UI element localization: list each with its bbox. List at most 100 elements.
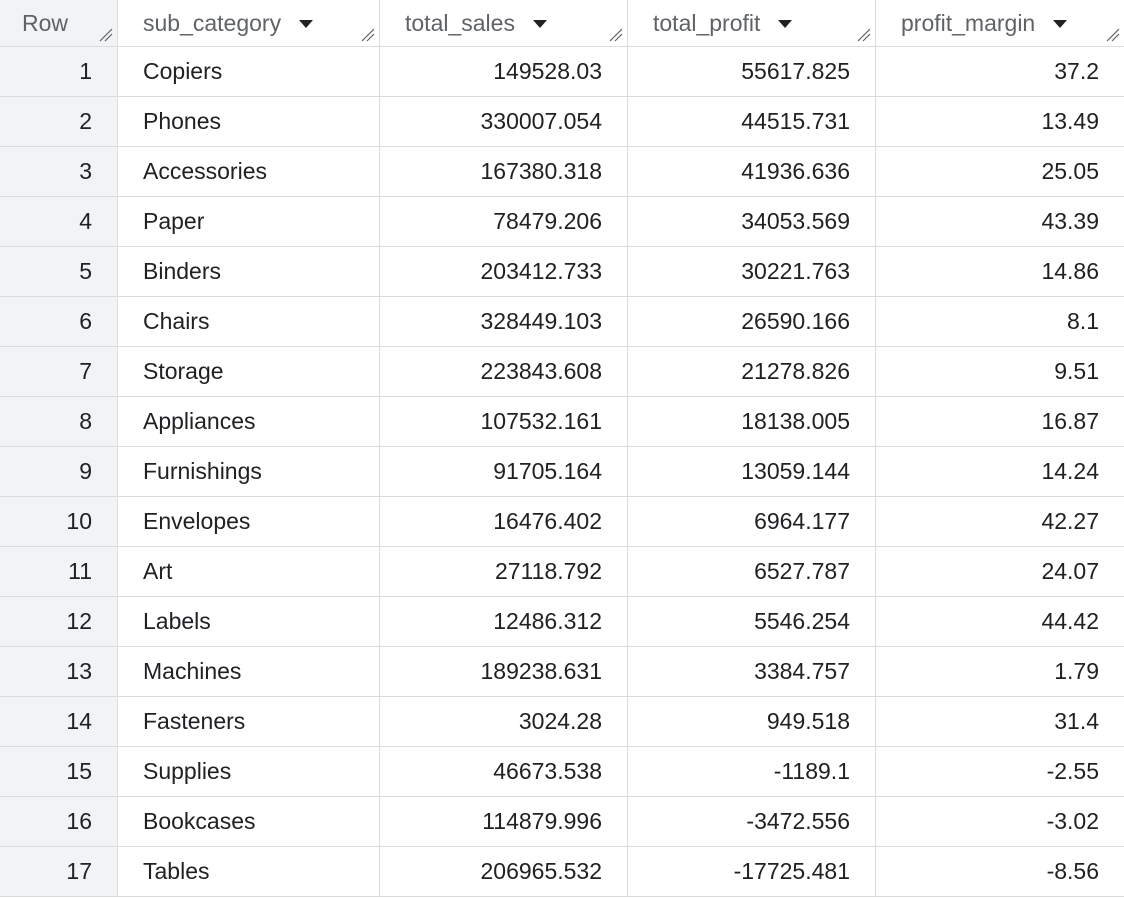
profit-margin-cell[interactable]: 31.4 [1054, 708, 1099, 734]
sub-category-cell[interactable]: Labels [118, 597, 380, 646]
total-sales-cell[interactable]: 114879.996 [380, 797, 628, 846]
sort-dropdown-icon[interactable] [778, 20, 793, 28]
profit-margin-cell[interactable]: 14.86 [1041, 258, 1099, 284]
profit-margin-cell[interactable]: 1.79 [1054, 658, 1099, 684]
column-resize-icon[interactable] [361, 28, 375, 42]
sub-category-cell[interactable]: Art [118, 547, 380, 596]
column-header-total-sales[interactable]: total_sales [380, 0, 628, 46]
total-profit-cell[interactable]: 6964.177 [628, 497, 876, 546]
total-profit-cell[interactable]: 26590.166 [628, 297, 876, 346]
profit-margin-cell[interactable]: -3.02 [1046, 808, 1099, 834]
total-sales-cell[interactable]: 206965.532 [380, 847, 628, 896]
column-header-total-profit[interactable]: total_profit [628, 0, 876, 46]
sub-category-cell[interactable]: Supplies [118, 747, 380, 796]
total-sales-cell[interactable]: 3024.28 [380, 697, 628, 746]
sub-category-cell[interactable]: Fasteners [118, 697, 380, 746]
sort-dropdown-icon[interactable] [1053, 20, 1068, 28]
total-sales-cell[interactable]: 107532.161 [380, 397, 628, 446]
table-row[interactable]: 14 Fasteners 3024.28 949.518 31.4 [0, 697, 1124, 747]
total-sales-cell[interactable]: 16476.402 [380, 497, 628, 546]
total-profit-cell[interactable]: 18138.005 [628, 397, 876, 446]
row-number-cell[interactable]: 4 [0, 197, 118, 246]
total-profit-cell[interactable]: 41936.636 [628, 147, 876, 196]
table-row[interactable]: 10 Envelopes 16476.402 6964.177 42.27 [0, 497, 1124, 547]
row-number-cell[interactable]: 6 [0, 297, 118, 346]
sort-dropdown-icon[interactable] [532, 20, 547, 28]
table-row[interactable]: 1 Copiers 149528.03 55617.825 37.2 [0, 47, 1124, 97]
profit-margin-cell[interactable]: 44.42 [1041, 608, 1099, 634]
sub-category-cell[interactable]: Chairs [118, 297, 380, 346]
table-row[interactable]: 3 Accessories 167380.318 41936.636 25.05 [0, 147, 1124, 197]
total-profit-cell[interactable]: -1189.1 [628, 747, 876, 796]
total-sales-cell[interactable]: 78479.206 [380, 197, 628, 246]
row-number-cell[interactable]: 14 [0, 697, 118, 746]
table-row[interactable]: 13 Machines 189238.631 3384.757 1.79 [0, 647, 1124, 697]
sub-category-cell[interactable]: Storage [118, 347, 380, 396]
total-sales-cell[interactable]: 203412.733 [380, 247, 628, 296]
row-number-cell[interactable]: 9 [0, 447, 118, 496]
profit-margin-cell[interactable]: 8.1 [1067, 308, 1099, 334]
row-number-cell[interactable]: 12 [0, 597, 118, 646]
profit-margin-cell[interactable]: 14.24 [1041, 458, 1099, 484]
row-number-cell[interactable]: 17 [0, 847, 118, 896]
row-number-cell[interactable]: 15 [0, 747, 118, 796]
total-profit-cell[interactable]: 55617.825 [628, 47, 876, 96]
total-profit-cell[interactable]: 949.518 [628, 697, 876, 746]
row-number-cell[interactable]: 8 [0, 397, 118, 446]
table-row[interactable]: 15 Supplies 46673.538 -1189.1 -2.55 [0, 747, 1124, 797]
table-row[interactable]: 8 Appliances 107532.161 18138.005 16.87 [0, 397, 1124, 447]
total-sales-cell[interactable]: 27118.792 [380, 547, 628, 596]
sub-category-cell[interactable]: Accessories [118, 147, 380, 196]
total-sales-cell[interactable]: 12486.312 [380, 597, 628, 646]
column-resize-icon[interactable] [609, 28, 623, 42]
sub-category-cell[interactable]: Furnishings [118, 447, 380, 496]
row-number-cell[interactable]: 11 [0, 547, 118, 596]
column-resize-icon[interactable] [1106, 28, 1120, 42]
profit-margin-cell[interactable]: 42.27 [1041, 508, 1099, 534]
total-profit-cell[interactable]: -17725.481 [628, 847, 876, 896]
sort-dropdown-icon[interactable] [299, 20, 314, 28]
row-number-cell[interactable]: 3 [0, 147, 118, 196]
profit-margin-cell[interactable]: 13.49 [1041, 108, 1099, 134]
total-sales-cell[interactable]: 330007.054 [380, 97, 628, 146]
table-row[interactable]: 5 Binders 203412.733 30221.763 14.86 [0, 247, 1124, 297]
column-header-row[interactable]: Row [0, 0, 118, 46]
total-profit-cell[interactable]: -3472.556 [628, 797, 876, 846]
total-profit-cell[interactable]: 6527.787 [628, 547, 876, 596]
total-profit-cell[interactable]: 21278.826 [628, 347, 876, 396]
total-sales-cell[interactable]: 91705.164 [380, 447, 628, 496]
sub-category-cell[interactable]: Bookcases [118, 797, 380, 846]
profit-margin-cell[interactable]: 24.07 [1041, 558, 1099, 584]
profit-margin-cell[interactable]: -8.56 [1046, 858, 1099, 884]
total-sales-cell[interactable]: 189238.631 [380, 647, 628, 696]
total-sales-cell[interactable]: 167380.318 [380, 147, 628, 196]
table-row[interactable]: 11 Art 27118.792 6527.787 24.07 [0, 547, 1124, 597]
row-number-cell[interactable]: 16 [0, 797, 118, 846]
total-profit-cell[interactable]: 3384.757 [628, 647, 876, 696]
row-number-cell[interactable]: 1 [0, 47, 118, 96]
total-sales-cell[interactable]: 46673.538 [380, 747, 628, 796]
sub-category-cell[interactable]: Paper [118, 197, 380, 246]
table-row[interactable]: 7 Storage 223843.608 21278.826 9.51 [0, 347, 1124, 397]
sub-category-cell[interactable]: Envelopes [118, 497, 380, 546]
table-row[interactable]: 2 Phones 330007.054 44515.731 13.49 [0, 97, 1124, 147]
table-row[interactable]: 16 Bookcases 114879.996 -3472.556 -3.02 [0, 797, 1124, 847]
column-header-profit-margin[interactable]: profit_margin [876, 0, 1124, 46]
total-profit-cell[interactable]: 13059.144 [628, 447, 876, 496]
total-profit-cell[interactable]: 30221.763 [628, 247, 876, 296]
total-sales-cell[interactable]: 149528.03 [380, 47, 628, 96]
column-resize-icon[interactable] [99, 28, 113, 42]
row-number-cell[interactable]: 10 [0, 497, 118, 546]
total-profit-cell[interactable]: 44515.731 [628, 97, 876, 146]
total-sales-cell[interactable]: 223843.608 [380, 347, 628, 396]
table-row[interactable]: 12 Labels 12486.312 5546.254 44.42 [0, 597, 1124, 647]
row-number-cell[interactable]: 7 [0, 347, 118, 396]
profit-margin-cell[interactable]: 43.39 [1041, 208, 1099, 234]
sub-category-cell[interactable]: Machines [118, 647, 380, 696]
total-sales-cell[interactable]: 328449.103 [380, 297, 628, 346]
profit-margin-cell[interactable]: 37.2 [1054, 58, 1099, 84]
table-row[interactable]: 4 Paper 78479.206 34053.569 43.39 [0, 197, 1124, 247]
profit-margin-cell[interactable]: -2.55 [1046, 758, 1099, 784]
profit-margin-cell[interactable]: 25.05 [1041, 158, 1099, 184]
row-number-cell[interactable]: 5 [0, 247, 118, 296]
